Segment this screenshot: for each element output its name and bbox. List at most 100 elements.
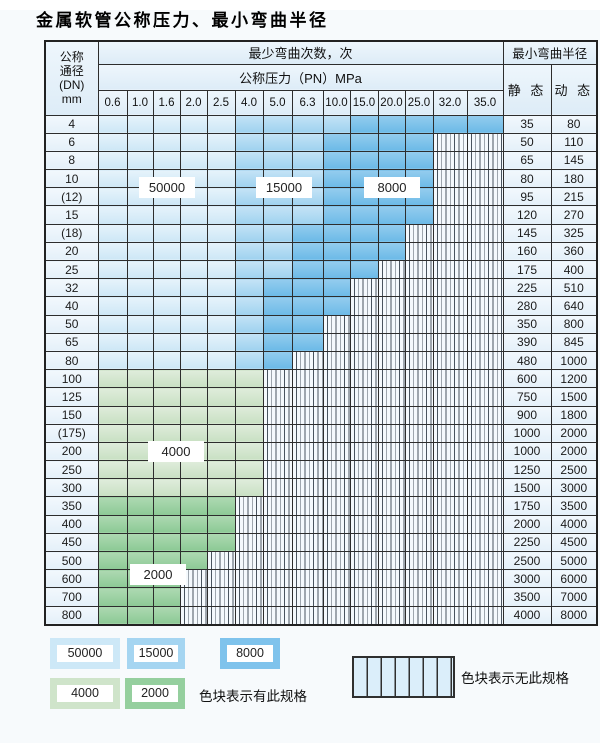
no-spec-cell: [322, 423, 351, 443]
spec-cell-50000: [97, 187, 128, 207]
legend-swatch-15000: 15000: [127, 638, 185, 669]
spec-cell-4000: [126, 478, 154, 498]
radius-header: 最小弯曲半径: [502, 40, 598, 65]
pn-column-header: 32.0: [432, 89, 468, 116]
table-row: 10 80 180: [44, 169, 598, 189]
spec-cell-50000: [97, 169, 128, 189]
no-spec-cell: [349, 387, 379, 407]
static-radius-cell: 160: [502, 241, 552, 262]
no-spec-cell: [262, 550, 293, 571]
no-spec-cell: [322, 496, 351, 516]
spec-cell-50000: [126, 114, 154, 134]
spec-cell-8000: [291, 314, 324, 334]
spec-cell-4000: [234, 423, 264, 443]
no-spec-cell: [262, 369, 293, 389]
spec-cell-4000: [206, 405, 236, 425]
spec-cell-2000: [152, 532, 181, 553]
spec-cell-4000: [179, 387, 208, 407]
no-spec-cell: [291, 569, 324, 589]
no-spec-cell: [377, 605, 406, 626]
spec-cell-15000: [234, 332, 264, 352]
no-spec-cell: [432, 460, 468, 480]
spec-cell-2000: [152, 496, 181, 516]
dynamic-radius-cell: 180: [550, 169, 598, 189]
no-spec-cell: [377, 350, 406, 371]
no-spec-cell: [349, 296, 379, 316]
dynamic-radius-cell: 845: [550, 332, 598, 352]
no-spec-cell: [291, 550, 324, 571]
spec-cell-15000: [262, 223, 293, 243]
spec-cell-50000: [179, 278, 208, 298]
no-spec-cell: [262, 569, 293, 589]
no-spec-cell: [206, 569, 236, 589]
no-spec-cell: [349, 550, 379, 571]
spec-cell-15000: [262, 241, 293, 262]
no-spec-cell: [262, 587, 293, 607]
no-spec-cell: [322, 569, 351, 589]
spec-cell-50000: [97, 296, 128, 316]
no-spec-cell: [291, 387, 324, 407]
spec-cell-15000: [262, 150, 293, 171]
spec-cell-50000: [206, 296, 236, 316]
no-spec-cell: [466, 241, 504, 262]
legend: 50000 15000 8000 4000 2000 色块表示有此规格 色块表示…: [0, 636, 600, 743]
no-spec-cell: [404, 223, 434, 243]
dn-cell: 32: [44, 278, 99, 298]
dynamic-radius-cell: 80: [550, 114, 598, 134]
spec-cell-50000: [126, 332, 154, 352]
static-radius-cell: 280: [502, 296, 552, 316]
pn-column-header: 15.0: [349, 89, 379, 116]
no-spec-cell: [466, 532, 504, 553]
dynamic-radius-cell: 7000: [550, 587, 598, 607]
no-spec-cell: [404, 569, 434, 589]
spec-cell-15000: [234, 150, 264, 171]
spec-cell-2000: [152, 587, 181, 607]
no-spec-cell: [322, 550, 351, 571]
spec-cell-50000: [97, 205, 128, 225]
spec-cell-8000: [377, 241, 406, 262]
spec-cell-2000: [152, 605, 181, 626]
dn-cell: 80: [44, 350, 99, 371]
dn-header-line: mm: [61, 92, 82, 107]
dn-header-line: 通径: [59, 64, 84, 79]
no-spec-cell: [466, 441, 504, 462]
spec-cell-50000: [206, 187, 236, 207]
table-row: (12) 95 215: [44, 187, 598, 207]
static-radius-cell: 1250: [502, 460, 552, 480]
dn-cell: 150: [44, 405, 99, 425]
spec-cell-8000: [322, 278, 351, 298]
spec-cell-8000: [291, 332, 324, 352]
dynamic-radius-cell: 510: [550, 278, 598, 298]
static-radius-cell: 600: [502, 369, 552, 389]
no-spec-cell: [466, 187, 504, 207]
dynamic-radius-cell: 360: [550, 241, 598, 262]
no-spec-cell: [206, 587, 236, 607]
cycles-header: 最少弯曲次数，次: [97, 40, 504, 65]
spec-cell-50000: [179, 132, 208, 152]
spec-cell-50000: [97, 132, 128, 152]
no-spec-cell: [404, 241, 434, 262]
spec-cell-15000: [291, 150, 324, 171]
spec-cell-50000: [206, 169, 236, 189]
no-spec-cell: [179, 569, 208, 589]
no-spec-cell: [404, 587, 434, 607]
spec-cell-15000: [291, 205, 324, 225]
static-radius-cell: 50: [502, 132, 552, 152]
pn-column-header: 5.0: [262, 89, 293, 116]
spec-cell-2000: [126, 587, 154, 607]
no-spec-cell: [466, 514, 504, 534]
spec-cell-8000: [262, 332, 293, 352]
spec-cell-4000: [234, 387, 264, 407]
no-spec-cell: [432, 496, 468, 516]
spec-cell-50000: [97, 150, 128, 171]
spec-cell-50000: [126, 259, 154, 280]
dn-cell: 50: [44, 314, 99, 334]
dn-cell: 350: [44, 496, 99, 516]
no-spec-cell: [432, 259, 468, 280]
spec-cell-4000: [179, 460, 208, 480]
no-spec-cell: [291, 423, 324, 443]
spec-cell-50000: [152, 278, 181, 298]
no-spec-cell: [466, 478, 504, 498]
no-spec-cell: [234, 514, 264, 534]
no-spec-cell: [349, 314, 379, 334]
